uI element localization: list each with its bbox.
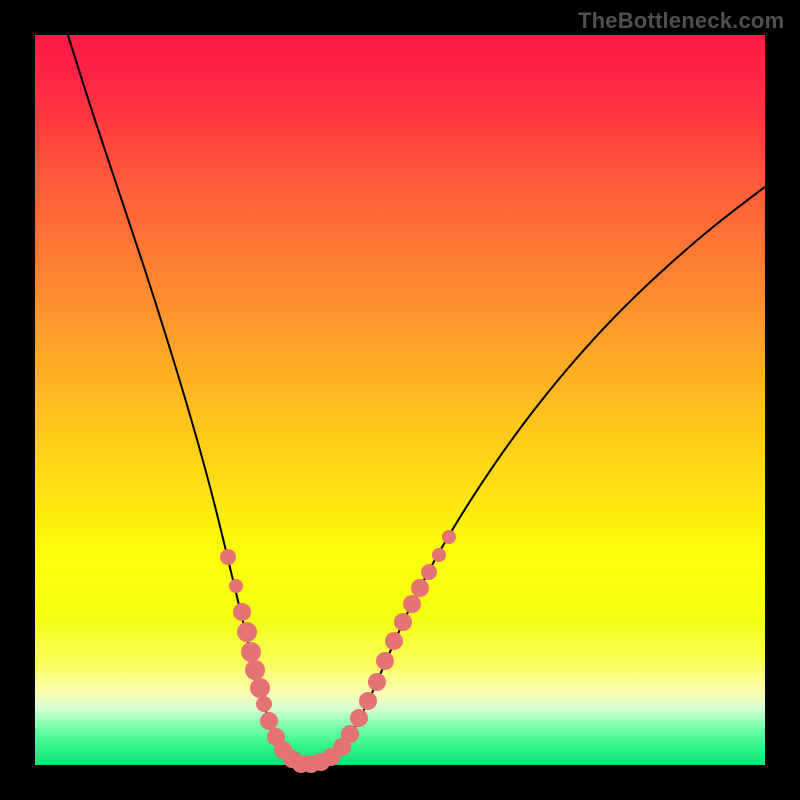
data-marker: [385, 632, 403, 650]
data-marker: [245, 660, 265, 680]
data-marker: [350, 709, 368, 727]
watermark-text: TheBottleneck.com: [578, 8, 784, 34]
data-marker: [341, 725, 359, 743]
data-marker: [411, 579, 429, 597]
data-marker: [359, 692, 377, 710]
data-marker: [256, 696, 272, 712]
data-marker: [220, 549, 236, 565]
data-marker: [368, 673, 386, 691]
data-marker: [442, 530, 456, 544]
data-marker: [394, 613, 412, 631]
data-marker: [233, 603, 251, 621]
data-marker: [376, 652, 394, 670]
data-marker: [421, 564, 437, 580]
data-marker: [432, 548, 446, 562]
markers-layer: [35, 35, 765, 765]
data-marker: [241, 642, 261, 662]
data-marker: [229, 579, 243, 593]
plot-area: [35, 35, 765, 765]
data-marker: [403, 595, 421, 613]
data-marker: [237, 622, 257, 642]
